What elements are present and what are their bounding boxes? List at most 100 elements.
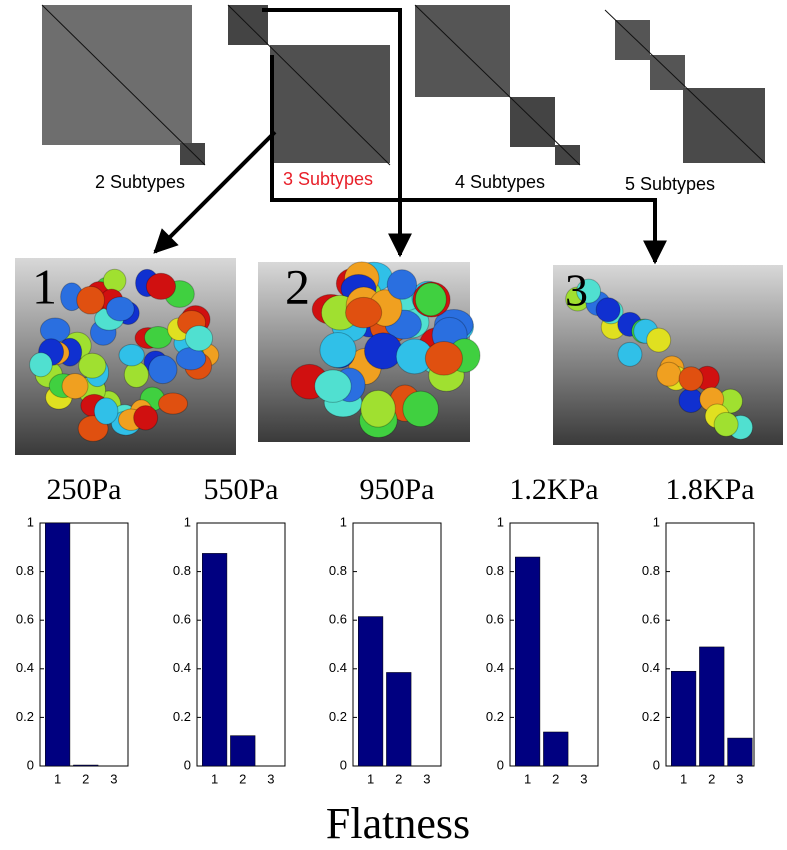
- cell: [595, 297, 621, 323]
- y-tick-label: 0.2: [173, 709, 191, 724]
- bar: [230, 735, 256, 767]
- x-tick-label: 1: [54, 771, 61, 786]
- y-tick-label: 0.4: [486, 660, 504, 675]
- cell: [678, 366, 704, 392]
- matrix-4: [414, 4, 585, 166]
- cell: [39, 317, 71, 344]
- x-tick-label: 3: [423, 771, 430, 786]
- y-tick-label: 0.6: [642, 612, 660, 627]
- x-tick-label: 2: [708, 771, 715, 786]
- x-axis-label: Flatness: [326, 799, 470, 848]
- x-tick-label: 2: [82, 771, 89, 786]
- matrix-label: 2 Subtypes: [95, 172, 185, 192]
- cell: [145, 272, 177, 300]
- bar: [45, 522, 71, 767]
- x-tick-label: 3: [110, 771, 117, 786]
- y-tick-label: 1: [653, 514, 660, 529]
- matrix-label: 3 Subtypes: [283, 169, 373, 189]
- cell: [148, 354, 178, 385]
- y-tick-label: 0.2: [642, 709, 660, 724]
- cell: [76, 285, 106, 315]
- y-tick-label: 0: [653, 757, 660, 772]
- bar: [727, 737, 753, 767]
- x-tick-label: 1: [524, 771, 531, 786]
- chart-title: 950Pa: [360, 473, 435, 506]
- x-tick-label: 1: [680, 771, 687, 786]
- cell: [93, 397, 119, 425]
- x-tick-label: 3: [267, 771, 274, 786]
- cell: [118, 343, 145, 367]
- cell: [646, 327, 672, 353]
- y-tick-label: 0.6: [486, 612, 504, 627]
- cell: [364, 332, 403, 370]
- y-tick-label: 1: [27, 514, 34, 529]
- y-tick-label: 0: [27, 757, 34, 772]
- cell: [319, 332, 357, 369]
- cell: [656, 361, 682, 387]
- matrix-label: 5 Subtypes: [625, 174, 715, 194]
- y-tick-label: 0.2: [16, 709, 34, 724]
- bar: [386, 672, 412, 767]
- cell: [105, 296, 135, 322]
- cell: [61, 373, 89, 400]
- y-tick-label: 0.4: [173, 660, 191, 675]
- matrix-2: [41, 4, 207, 166]
- y-tick-label: 0.2: [486, 709, 504, 724]
- y-tick-label: 0.2: [329, 709, 347, 724]
- cell: [713, 411, 739, 437]
- chart-title: 1.8KPa: [665, 473, 754, 506]
- cell: [345, 296, 383, 329]
- bar: [543, 731, 569, 767]
- bar: [515, 556, 541, 767]
- cell: [78, 352, 107, 379]
- cluster-label: 2: [285, 258, 310, 314]
- y-tick-label: 0.6: [173, 612, 191, 627]
- cell: [314, 369, 352, 403]
- cell: [360, 389, 396, 428]
- cell: [402, 390, 439, 428]
- bar: [358, 616, 384, 767]
- y-tick-label: 0.6: [329, 612, 347, 627]
- y-tick-label: 1: [497, 514, 504, 529]
- x-tick-label: 2: [395, 771, 402, 786]
- y-tick-label: 0.8: [486, 563, 504, 578]
- bar: [671, 670, 697, 767]
- y-tick-label: 0.4: [642, 660, 660, 675]
- cell: [576, 278, 602, 304]
- y-tick-label: 1: [184, 514, 191, 529]
- y-tick-label: 0.8: [329, 563, 347, 578]
- cells: [29, 261, 754, 442]
- cell: [184, 325, 214, 352]
- y-tick-label: 0.8: [16, 563, 34, 578]
- y-tick-label: 0.8: [642, 563, 660, 578]
- cluster-label: 3: [565, 265, 588, 316]
- arrows: [153, 8, 667, 265]
- y-tick-label: 0.4: [16, 660, 34, 675]
- matrix-5: [600, 5, 766, 165]
- bar: [73, 764, 99, 767]
- x-tick-label: 2: [239, 771, 246, 786]
- x-tick-label: 1: [211, 771, 218, 786]
- y-tick-label: 0.8: [173, 563, 191, 578]
- chart-title: 550Pa: [204, 473, 279, 506]
- y-tick-label: 1: [340, 514, 347, 529]
- cell: [617, 341, 643, 367]
- y-tick-label: 0: [184, 757, 191, 772]
- matrix-label: 4 Subtypes: [455, 172, 545, 192]
- cell: [133, 405, 159, 431]
- cell: [102, 268, 127, 293]
- y-tick-label: 0.6: [16, 612, 34, 627]
- y-tick-label: 0: [340, 757, 347, 772]
- x-tick-label: 1: [367, 771, 374, 786]
- bar: [202, 553, 228, 767]
- y-tick-label: 0: [497, 757, 504, 772]
- y-tick-label: 0.4: [329, 660, 347, 675]
- cell: [414, 282, 447, 317]
- chart-title: 250Pa: [47, 473, 122, 506]
- x-tick-label: 3: [736, 771, 743, 786]
- cell: [386, 269, 418, 300]
- x-tick-label: 2: [552, 771, 559, 786]
- matrix-3: [227, 4, 391, 166]
- cell: [424, 341, 463, 376]
